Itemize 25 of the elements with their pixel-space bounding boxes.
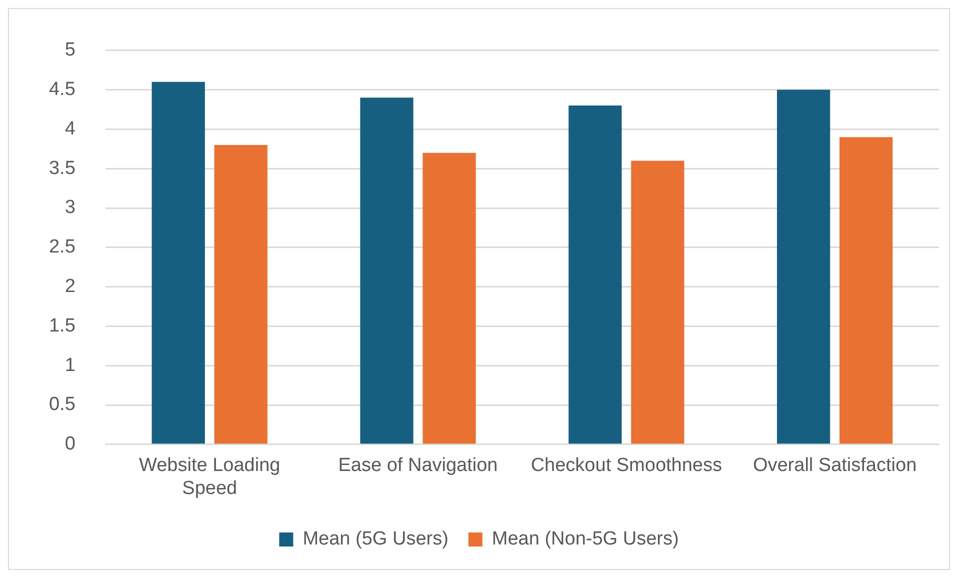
legend-label: Mean (Non-5G Users) [492,528,679,550]
bar [839,137,893,444]
y-tick-label: 2.5 [48,236,76,258]
bar [422,152,476,444]
x-tick-label: Ease of Navigation [338,455,498,476]
y-tick-label: 4 [64,118,76,140]
legend-label: Mean (5G Users) [302,528,448,550]
bar [152,82,205,444]
x-tick-label: Checkout Smoothness [530,455,722,476]
bar [360,98,414,444]
x-tick-label: Website Loading Speed [139,455,280,499]
y-tick-label: 3.5 [48,158,76,179]
bar [776,90,830,444]
bar [631,160,684,444]
bar [568,106,622,444]
x-tick-label: Overall Satisfaction [752,455,917,476]
y-tick-label: 1.5 [48,315,76,336]
y-tick-label: 0 [64,434,76,455]
y-tick-label: 3 [64,197,76,218]
y-tick-label: 2 [64,276,76,298]
y-tick-label: 4.5 [48,79,76,100]
y-tick-label: 5 [64,40,76,61]
y-tick-label: 0.5 [48,394,76,416]
bar [214,144,268,444]
y-tick-label: 1 [64,354,76,376]
